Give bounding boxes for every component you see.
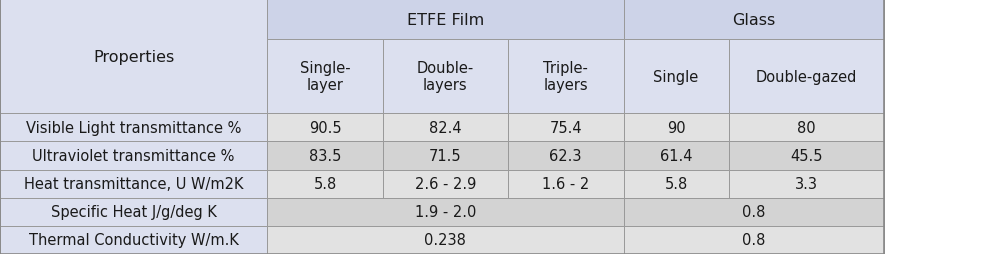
Text: 75.4: 75.4 (549, 120, 582, 135)
Bar (0, 170, 267, 198)
Text: Visible Light transmittance %: Visible Light transmittance % (26, 120, 242, 135)
Text: Double-
layers: Double- layers (416, 61, 474, 93)
Bar (508, 170, 624, 198)
Bar (729, 170, 884, 198)
Text: Heat transmittance, U W/m2K: Heat transmittance, U W/m2K (24, 177, 244, 191)
Bar (624, 198, 884, 226)
Bar (267, 198, 624, 226)
Text: 80: 80 (797, 120, 815, 135)
Text: 61.4: 61.4 (660, 148, 692, 163)
Text: 1.9 - 2.0: 1.9 - 2.0 (414, 204, 476, 219)
Text: Thermal Conductivity W/m.K: Thermal Conductivity W/m.K (28, 232, 239, 247)
Bar (624, 142, 729, 170)
Bar (624, 114, 729, 142)
Text: 0.238: 0.238 (424, 232, 466, 247)
Text: 5.8: 5.8 (665, 177, 687, 191)
Bar (267, 170, 383, 198)
Text: 0.8: 0.8 (742, 232, 765, 247)
Text: 82.4: 82.4 (429, 120, 462, 135)
Bar (267, 40, 383, 114)
Text: Glass: Glass (732, 13, 776, 27)
Bar (383, 142, 508, 170)
Bar (508, 142, 624, 170)
Bar (624, 170, 729, 198)
Bar (729, 142, 884, 170)
Text: Triple-
layers: Triple- layers (543, 61, 588, 93)
Text: 83.5: 83.5 (309, 148, 341, 163)
Bar (267, 114, 383, 142)
Bar (267, 142, 383, 170)
Bar (267, 0, 624, 40)
Text: 90: 90 (667, 120, 685, 135)
Bar (383, 40, 508, 114)
Bar (383, 114, 508, 142)
Text: ETFE Film: ETFE Film (407, 13, 484, 27)
Text: 5.8: 5.8 (313, 177, 337, 191)
Text: 3.3: 3.3 (794, 177, 818, 191)
Bar (0, 0, 267, 114)
Text: 62.3: 62.3 (549, 148, 582, 163)
Text: 2.6 - 2.9: 2.6 - 2.9 (414, 177, 476, 191)
Text: Single: Single (653, 70, 699, 84)
Text: Specific Heat J/g/deg K: Specific Heat J/g/deg K (51, 204, 216, 219)
Text: Properties: Properties (93, 50, 174, 64)
Text: Ultraviolet transmittance %: Ultraviolet transmittance % (32, 148, 235, 163)
Bar (0, 142, 267, 170)
Bar (508, 114, 624, 142)
Bar (624, 40, 729, 114)
Bar (729, 114, 884, 142)
Text: 45.5: 45.5 (790, 148, 823, 163)
Bar (383, 170, 508, 198)
Bar (624, 226, 884, 254)
Bar (508, 40, 624, 114)
Text: 90.5: 90.5 (308, 120, 342, 135)
Bar (0, 198, 267, 226)
Bar (267, 226, 624, 254)
Text: 71.5: 71.5 (429, 148, 462, 163)
Text: Double-gazed: Double-gazed (755, 70, 857, 84)
Bar (729, 40, 884, 114)
Bar (0, 114, 267, 142)
Bar (0, 226, 267, 254)
Text: 1.6 - 2: 1.6 - 2 (542, 177, 589, 191)
Bar (624, 0, 884, 40)
Text: Single-
layer: Single- layer (300, 61, 351, 93)
Text: 0.8: 0.8 (742, 204, 765, 219)
